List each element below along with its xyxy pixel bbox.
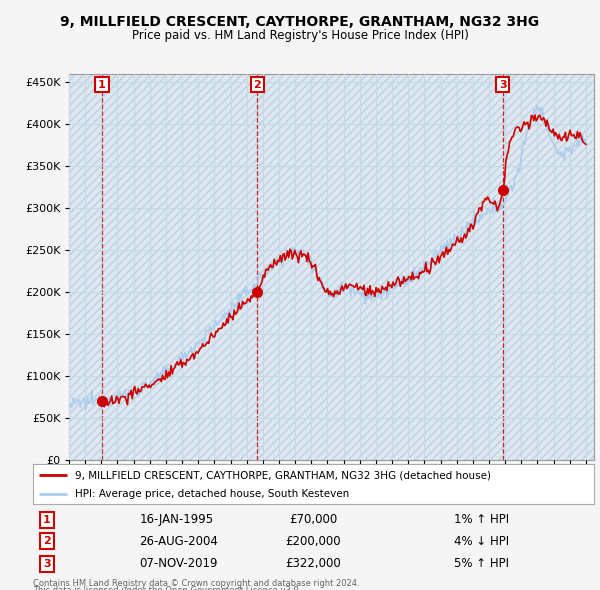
- Text: This data is licensed under the Open Government Licence v3.0.: This data is licensed under the Open Gov…: [33, 586, 301, 590]
- Text: 07-NOV-2019: 07-NOV-2019: [140, 557, 218, 570]
- Text: 1: 1: [43, 514, 51, 525]
- Text: 1: 1: [98, 80, 106, 90]
- Text: £322,000: £322,000: [286, 557, 341, 570]
- Text: 5% ↑ HPI: 5% ↑ HPI: [454, 557, 509, 570]
- Text: 1% ↑ HPI: 1% ↑ HPI: [454, 513, 509, 526]
- Text: 2: 2: [253, 80, 261, 90]
- Text: £70,000: £70,000: [289, 513, 338, 526]
- Text: Contains HM Land Registry data © Crown copyright and database right 2024.: Contains HM Land Registry data © Crown c…: [33, 579, 359, 588]
- Text: 9, MILLFIELD CRESCENT, CAYTHORPE, GRANTHAM, NG32 3HG (detached house): 9, MILLFIELD CRESCENT, CAYTHORPE, GRANTH…: [75, 470, 491, 480]
- Text: 9, MILLFIELD CRESCENT, CAYTHORPE, GRANTHAM, NG32 3HG: 9, MILLFIELD CRESCENT, CAYTHORPE, GRANTH…: [61, 15, 539, 29]
- Text: 4% ↓ HPI: 4% ↓ HPI: [454, 535, 509, 548]
- Text: £200,000: £200,000: [286, 535, 341, 548]
- Text: 26-AUG-2004: 26-AUG-2004: [140, 535, 218, 548]
- Text: 3: 3: [499, 80, 506, 90]
- Text: 16-JAN-1995: 16-JAN-1995: [140, 513, 214, 526]
- Text: Price paid vs. HM Land Registry's House Price Index (HPI): Price paid vs. HM Land Registry's House …: [131, 30, 469, 42]
- Text: 2: 2: [43, 536, 51, 546]
- Text: HPI: Average price, detached house, South Kesteven: HPI: Average price, detached house, Sout…: [75, 490, 349, 499]
- Text: 3: 3: [43, 559, 51, 569]
